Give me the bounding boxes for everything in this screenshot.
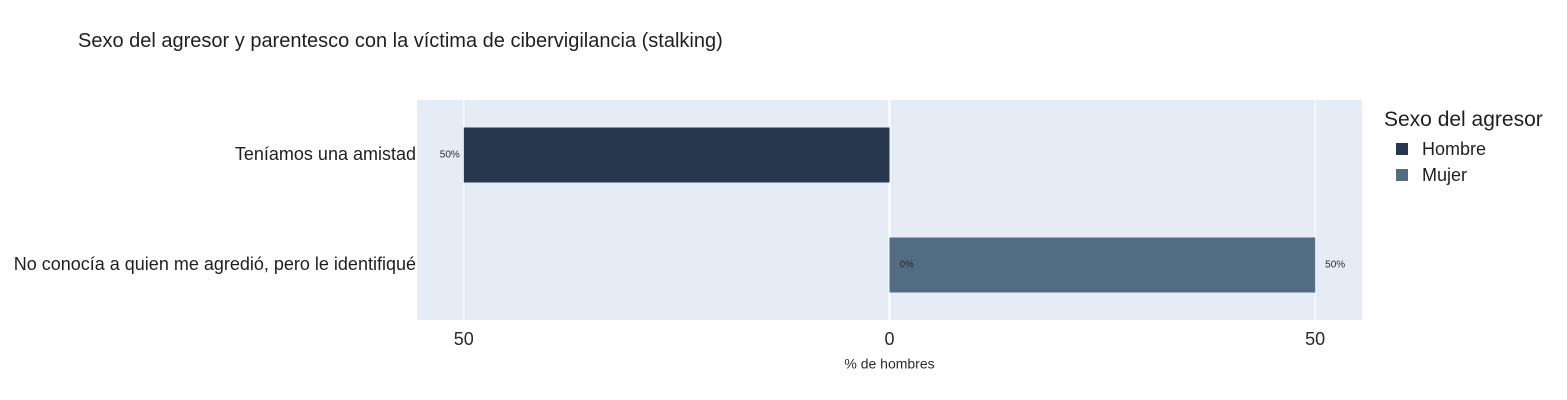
- chart-title: Sexo del agresor y parentesco con la víc…: [78, 30, 723, 52]
- x-tick-label: 50: [1305, 329, 1325, 349]
- data-label: 50%: [440, 150, 460, 161]
- bar: [889, 237, 1316, 293]
- x-tick-label: 50: [454, 329, 474, 349]
- legend[interactable]: Sexo del agresor Hombre Mujer: [1384, 108, 1543, 188]
- data-label: 0%: [900, 260, 915, 271]
- category-label: Teníamos una amistad: [235, 144, 416, 164]
- legend-item-hombre[interactable]: Hombre: [1384, 136, 1543, 162]
- x-axis-title: % de hombres: [844, 356, 934, 372]
- x-tick-label: 0: [884, 329, 894, 349]
- category-label: No conocía a quien me agredió, pero le i…: [14, 254, 416, 274]
- legend-label-mujer: Mujer: [1422, 164, 1468, 185]
- legend-swatch-mujer: [1396, 169, 1408, 181]
- legend-item-mujer[interactable]: Mujer: [1384, 162, 1543, 188]
- data-labels: 50% 0% 50%: [440, 150, 1345, 271]
- x-tick-labels: 50 0 50: [454, 329, 1325, 349]
- data-label: 50%: [1325, 260, 1345, 271]
- legend-swatch-hombre: [1396, 143, 1408, 155]
- legend-label-hombre: Hombre: [1422, 138, 1487, 159]
- bars: [463, 127, 1316, 293]
- bar: [463, 127, 890, 183]
- legend-title: Sexo del agresor: [1384, 108, 1543, 131]
- category-labels: Teníamos una amistad No conocía a quien m…: [14, 144, 416, 274]
